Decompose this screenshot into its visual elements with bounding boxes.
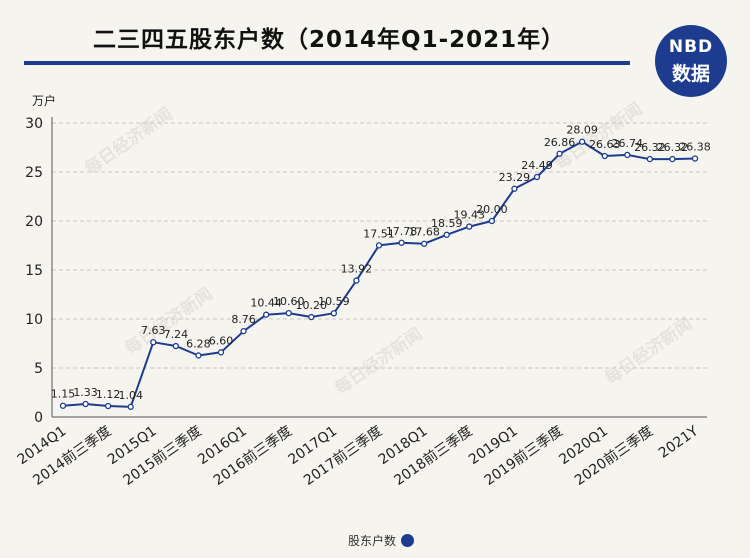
data-label: 17.51 [363,227,395,240]
data-label: 23.29 [499,171,531,184]
y-tick-label: 25 [25,165,43,181]
data-label: 8.76 [231,313,256,326]
data-label: 10.20 [296,299,328,312]
data-label: 1.12 [96,388,121,401]
logo-text-top: NBD [668,37,714,57]
data-point [375,242,383,249]
data-point [59,402,67,409]
data-label: 1.15 [51,388,76,401]
data-label: 6.28 [186,337,211,350]
data-point [172,342,180,350]
watermark-text: 每日经济新闻 [331,323,427,399]
data-point [466,223,473,230]
y-tick-label: 15 [25,263,43,279]
header-divider [24,61,630,65]
data-label: 10.59 [318,295,350,308]
data-point [240,328,247,335]
data-label: 1.33 [73,386,98,399]
data-point [353,277,360,284]
data-point [669,155,676,163]
data-label: 17.68 [408,226,440,239]
data-point [82,400,89,408]
data-point [217,349,225,356]
data-label: 26.38 [679,140,711,153]
data-label: 18.59 [431,217,463,230]
y-tick-label: 5 [34,361,43,377]
data-point [330,310,338,317]
data-point [578,138,586,145]
logo-text-bottom: 数据 [671,63,710,85]
data-label: 19.43 [454,209,486,222]
data-label: 24.49 [521,159,553,172]
data-point [104,402,112,410]
data-label: 28.09 [566,124,598,137]
data-point [601,152,608,160]
legend-marker-icon [401,534,415,547]
data-label: 17.78 [386,225,418,238]
data-label: 26.86 [544,136,576,149]
data-point [691,155,699,162]
data-point [195,352,202,359]
y-tick-label: 0 [34,410,43,426]
data-point [127,403,134,410]
x-tick-label: 2020前三季度 [571,422,656,488]
x-tick-label: 2017前三季度 [300,422,385,488]
data-point [308,313,315,321]
x-tick-label: 2015前三季度 [120,422,205,488]
data-label: 10.44 [250,297,282,310]
data-point [646,155,654,163]
x-tick-label: 2021Y [656,423,702,462]
x-tick-label: 2014前三季度 [30,422,115,488]
data-label: 26.63 [589,138,621,151]
legend-label: 股东户数 [348,534,397,548]
y-axis-label: 万户 [32,93,56,108]
data-label: 26.32 [634,141,666,154]
data-point [511,185,518,192]
x-tick-label: 2016前三季度 [210,422,295,488]
data-point [150,339,157,346]
x-tick-label: 2019前三季度 [481,422,566,488]
data-point [443,231,450,238]
data-label: 7.63 [141,324,166,337]
legend[interactable]: 股东户数 [348,532,415,549]
data-point [420,240,428,247]
y-tick-label: 20 [25,214,43,230]
data-point [488,217,496,225]
data-label: 26.74 [612,137,644,150]
data-label: 10.60 [273,295,305,308]
data-label: 20.00 [476,203,508,216]
nbd-logo: NBD 数据 [655,25,727,97]
data-point [262,311,270,318]
watermark-text: 每日经济新闻 [81,103,177,179]
y-tick-label: 10 [25,312,43,328]
data-point [556,150,563,157]
y-tick-label: 30 [25,116,43,132]
page-title: 二三四五股东户数（2014年Q1-2021年） [93,27,566,53]
data-label: 26.32 [657,141,689,154]
data-label: 1.04 [118,389,143,402]
x-tick-label: 2018前三季度 [391,422,476,488]
data-label: 7.24 [164,328,189,341]
data-point [398,239,405,246]
data-point [285,309,292,317]
watermark-text: 每日经济新闻 [601,313,697,389]
data-point [533,173,541,181]
data-label: 6.60 [209,334,234,347]
data-point [624,151,631,159]
data-label: 13.92 [341,263,373,276]
